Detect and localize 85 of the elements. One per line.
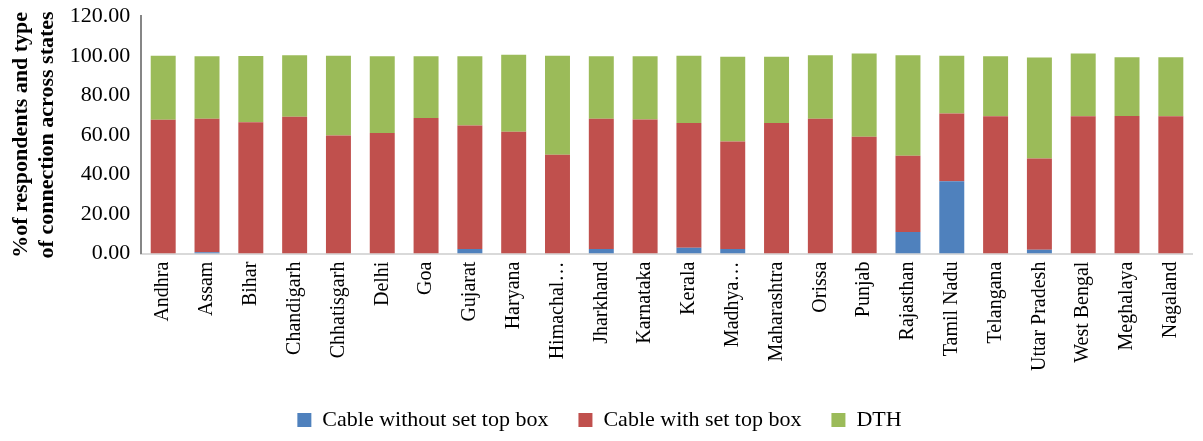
bar xyxy=(895,155,921,233)
y-tick-label: 20.00 xyxy=(80,199,131,225)
y-tick-label: 40.00 xyxy=(80,160,131,186)
bar xyxy=(1070,116,1096,254)
bar xyxy=(807,118,833,254)
bar xyxy=(895,232,921,254)
x-tick-label: Maharashtra xyxy=(763,261,786,362)
bar xyxy=(851,136,877,254)
x-tick-label: Telangana xyxy=(982,261,1006,344)
bar xyxy=(369,133,395,254)
y-axis-title: %of respondents and type of connection across states xyxy=(6,10,59,259)
bar xyxy=(282,55,308,117)
bar xyxy=(1070,53,1096,117)
x-tick-label: Uttar Pradesh xyxy=(1026,261,1049,372)
bar xyxy=(764,56,790,124)
x-tick-label: Meghalaya xyxy=(1114,261,1138,351)
bar xyxy=(325,55,351,136)
y-tick-label: 80.00 xyxy=(80,81,131,107)
y-tick-label: 120.00 xyxy=(69,1,131,27)
bar xyxy=(983,56,1009,117)
x-tick-label: Punjab xyxy=(851,261,875,318)
bar xyxy=(720,56,746,142)
x-tick-label: Tamil Nadu xyxy=(939,261,962,357)
x-tick-label: Himachal… xyxy=(544,261,567,360)
bar xyxy=(764,123,790,254)
y-tick-label: 60.00 xyxy=(80,120,131,146)
bar xyxy=(1026,158,1052,250)
bar xyxy=(413,56,439,119)
bar xyxy=(807,55,833,119)
bar xyxy=(1158,57,1184,117)
y-tick-label: 100.00 xyxy=(69,41,131,67)
bar xyxy=(939,113,965,182)
bar xyxy=(501,131,527,254)
bar xyxy=(895,55,921,156)
bar xyxy=(632,119,658,254)
bar xyxy=(1114,57,1140,116)
bar xyxy=(1026,57,1052,159)
bar xyxy=(851,53,877,137)
bar xyxy=(457,56,483,126)
legend-label: DTH xyxy=(856,405,902,431)
x-tick-label: Andhra xyxy=(150,261,173,322)
x-tick-label: Orissa xyxy=(807,261,830,313)
bar xyxy=(413,118,439,254)
x-tick-label: Assam xyxy=(194,261,217,317)
x-tick-label: Jharkhand xyxy=(588,261,611,344)
bar xyxy=(939,55,965,114)
legend-label: Cable with set top box xyxy=(603,405,802,431)
x-tick-label: Chandigarh xyxy=(281,261,305,355)
y-tick-label: 0.00 xyxy=(91,239,131,265)
bar xyxy=(325,135,351,254)
bar xyxy=(588,56,614,119)
x-tick-label: Karnataka xyxy=(632,261,655,344)
bar xyxy=(194,118,220,253)
bar xyxy=(676,123,702,248)
bar xyxy=(720,141,746,250)
bar xyxy=(676,55,702,124)
x-tick-label: Delhi xyxy=(369,261,392,307)
bar xyxy=(194,56,220,119)
x-tick-label: Madhya… xyxy=(719,261,743,348)
bar xyxy=(369,56,395,134)
bar xyxy=(150,119,176,254)
x-tick-label: Haryana xyxy=(500,261,524,330)
legend-label: Cable without set top box xyxy=(322,405,549,431)
bar xyxy=(983,116,1009,254)
bar xyxy=(588,118,614,250)
bar xyxy=(282,116,308,254)
bar xyxy=(632,56,658,120)
bar xyxy=(150,55,176,120)
x-tick-label: Bihar xyxy=(238,261,261,307)
bar xyxy=(238,55,264,123)
bar xyxy=(457,125,483,250)
x-tick-label: Goa xyxy=(413,261,436,295)
x-tick-label: Gujarat xyxy=(457,261,481,322)
x-tick-label: Nagaland xyxy=(1158,261,1182,339)
bar xyxy=(1114,115,1140,254)
bar xyxy=(939,181,965,254)
x-tick-label: West Bengal xyxy=(1070,261,1094,363)
bar xyxy=(545,154,570,254)
x-tick-label: Kerala xyxy=(676,261,699,315)
bar xyxy=(545,55,570,155)
bar xyxy=(501,54,527,132)
x-tick-label: Chhatisgarh xyxy=(325,261,349,359)
bar xyxy=(1158,116,1184,254)
bar xyxy=(238,122,264,254)
x-tick-label: Rajasthan xyxy=(895,261,919,341)
